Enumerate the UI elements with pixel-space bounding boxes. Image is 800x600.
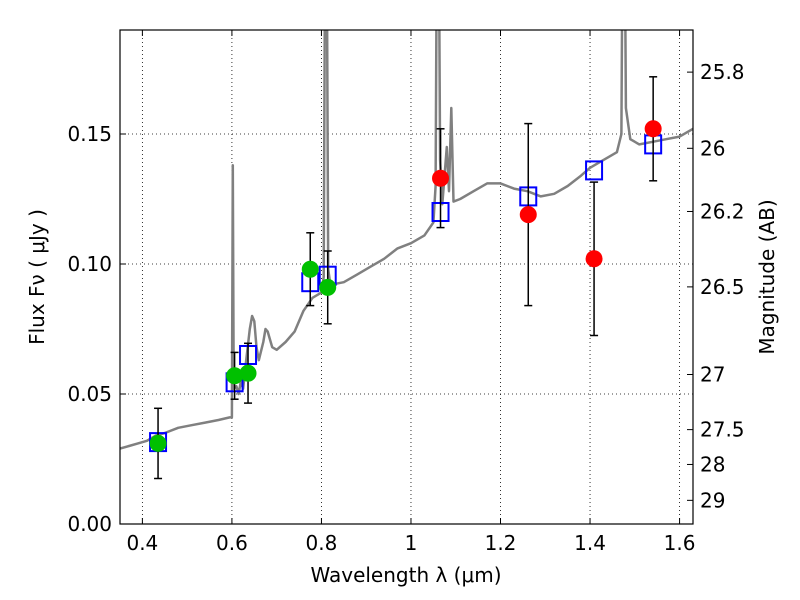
x-tick-label: 1 <box>405 531 418 555</box>
y-tick-label: 0.05 <box>67 382 112 406</box>
y-tick-label: 0.00 <box>67 512 112 536</box>
mag-tick-label: 26.5 <box>700 275 745 299</box>
y-tick-label: 0.10 <box>67 252 112 276</box>
model-photometry-square <box>585 160 604 181</box>
y-tick-label: 0.15 <box>67 122 112 146</box>
x-tick-label: 1.2 <box>485 531 517 555</box>
x-tick-label: 0.4 <box>126 531 158 555</box>
x-axis-label: Wavelength λ (μm) <box>310 563 501 587</box>
x-tick-label: 0.8 <box>306 531 338 555</box>
observed-data-point <box>432 169 450 187</box>
observed-data-point <box>149 434 167 452</box>
y-right-axis-label: Magnitude (AB) <box>755 199 779 354</box>
observed-data-point <box>319 278 337 296</box>
plot-background <box>120 30 693 524</box>
y-axis-label: Flux Fν ( μJy ) <box>25 209 49 345</box>
x-tick-label: 0.6 <box>216 531 248 555</box>
plot-frame <box>119 29 694 525</box>
mag-tick-label: 27 <box>700 363 725 387</box>
mag-tick-label: 27.5 <box>700 418 745 442</box>
x-tick-label: 1.4 <box>574 531 606 555</box>
observed-data-point <box>239 364 257 382</box>
mag-tick-label: 26.2 <box>700 199 745 223</box>
spectrum-line <box>120 30 693 450</box>
mag-tick-label: 26 <box>700 136 725 160</box>
observed-data-point <box>301 260 319 278</box>
x-tick-label: 1.6 <box>664 531 696 555</box>
observed-data-point <box>585 250 603 268</box>
mag-tick-label: 28 <box>700 452 725 476</box>
observed-data-point <box>519 206 537 224</box>
observed-data-point <box>644 120 662 138</box>
mag-tick-label: 25.8 <box>700 60 745 84</box>
mag-tick-label: 29 <box>700 488 725 512</box>
